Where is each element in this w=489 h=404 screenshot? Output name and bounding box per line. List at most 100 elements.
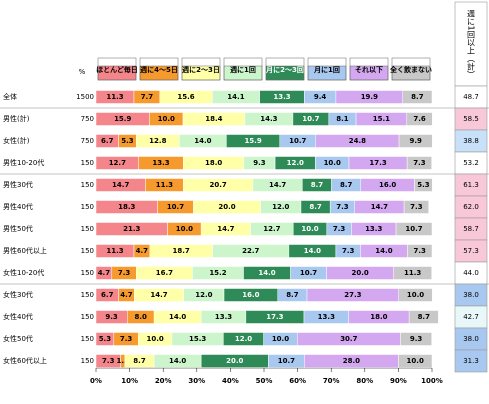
value-label: 1.3 — [117, 357, 130, 365]
bar-segment — [398, 134, 433, 148]
bar-segment — [406, 112, 433, 126]
value-label: 5.3 — [99, 335, 112, 343]
legend-box — [391, 57, 431, 81]
value-label: 18.4 — [205, 115, 222, 123]
value-label: 11.3 — [156, 181, 173, 189]
value-label: 10.7 — [289, 137, 306, 145]
value-label: 8.7 — [340, 181, 353, 189]
bar-segment — [398, 288, 433, 302]
summary-label: 31.3 — [463, 357, 479, 365]
value-label: 10.7 — [302, 115, 319, 123]
x-tick-label: 20% — [155, 377, 172, 385]
legend-box — [265, 57, 305, 81]
value-label: 30.7 — [340, 335, 357, 343]
x-tick-label: 90% — [390, 377, 407, 385]
value-label: 12.0 — [272, 203, 289, 211]
value-label: 10.0 — [301, 225, 318, 233]
n-label: 150 — [81, 225, 94, 233]
n-label: 150 — [81, 291, 94, 299]
value-label: 10.0 — [176, 225, 193, 233]
summary-label: 58.5 — [463, 115, 479, 123]
x-tick-label: 70% — [323, 377, 340, 385]
category-label: 男性10-20代 — [3, 158, 44, 167]
value-label: 14.7 — [150, 291, 167, 299]
value-label: 18.3 — [118, 203, 135, 211]
summary-label: 38.0 — [463, 335, 479, 343]
bar-segment — [400, 332, 432, 346]
value-label: 28.0 — [343, 357, 360, 365]
value-label: 7.3 — [413, 159, 426, 167]
value-label: 10.0 — [407, 291, 424, 299]
value-label: 6.7 — [101, 137, 114, 145]
bar-segment — [408, 310, 439, 324]
bar-segment — [406, 156, 432, 170]
value-label: 12.0 — [287, 159, 304, 167]
bar-segment — [414, 178, 433, 192]
category-label: 女性10-20代 — [3, 268, 44, 277]
value-label: 7.6 — [413, 115, 426, 123]
legend-label: 月に1回 — [313, 65, 340, 74]
n-label: 150 — [81, 203, 94, 211]
value-label: 16.0 — [379, 181, 396, 189]
n-label: 1500 — [76, 93, 94, 101]
summary-label: 38.0 — [463, 291, 479, 299]
value-label: 8.7 — [311, 181, 324, 189]
value-label: 13.3 — [215, 313, 232, 321]
value-label: 15.9 — [114, 115, 131, 123]
n-label: 150 — [81, 181, 94, 189]
value-label: 13.3 — [365, 225, 382, 233]
legend-label: ほとんど毎日 — [96, 65, 138, 74]
value-label: 14.0 — [169, 313, 186, 321]
bar-segment — [393, 266, 432, 280]
value-label: 12.8 — [149, 137, 166, 145]
value-label: 4.7 — [120, 291, 133, 299]
value-label: 14.7 — [217, 225, 234, 233]
n-label: 150 — [81, 313, 94, 321]
category-label: 男性50代 — [3, 224, 33, 233]
value-label: 13.3 — [152, 159, 169, 167]
value-label: 8.7 — [418, 313, 431, 321]
value-label: 5.3 — [121, 137, 134, 145]
value-label: 21.3 — [123, 225, 140, 233]
value-label: 11.3 — [106, 93, 123, 101]
value-label: 10.0 — [158, 115, 175, 123]
legend-label: 週に4～5日 — [140, 65, 178, 74]
summary-label: 48.7 — [463, 93, 479, 101]
value-label: 14.1 — [227, 93, 244, 101]
value-label: 12.0 — [235, 335, 252, 343]
x-tick-label: 30% — [188, 377, 205, 385]
legend-box — [349, 57, 389, 81]
summary-header-box — [454, 1, 488, 87]
value-label: 8.7 — [411, 93, 424, 101]
x-tick-label: 60% — [289, 377, 306, 385]
category-label: 女性60代以上 — [3, 356, 47, 365]
legend-box — [307, 57, 347, 81]
n-label: 750 — [81, 115, 94, 123]
value-label: 9.3 — [105, 313, 118, 321]
value-label: 14.0 — [304, 247, 321, 255]
bar-segment — [402, 90, 433, 104]
value-label: 10.7 — [405, 225, 422, 233]
value-label: 9.4 — [314, 93, 327, 101]
value-label: 14.3 — [260, 115, 277, 123]
value-label: 8.7 — [309, 203, 322, 211]
summary-label: 44.0 — [463, 269, 479, 277]
n-label: 150 — [81, 247, 94, 255]
value-label: 15.2 — [209, 269, 226, 277]
bar-segment — [398, 354, 433, 368]
value-label: 11.3 — [404, 269, 421, 277]
value-label: 12.7 — [263, 225, 280, 233]
summary-label: 61.3 — [463, 181, 479, 189]
category-label: 女性(計) — [3, 136, 30, 145]
category-label: 男性(計) — [3, 114, 30, 123]
value-label: 9.9 — [410, 137, 423, 145]
value-label: 15.1 — [373, 115, 390, 123]
value-label: 15.6 — [177, 93, 194, 101]
summary-label: 57.3 — [463, 247, 479, 255]
value-label: 18.0 — [370, 313, 387, 321]
value-label: 14.0 — [375, 247, 392, 255]
value-label: 14.7 — [269, 181, 286, 189]
summary-label: 62.0 — [463, 203, 479, 211]
n-label: 150 — [81, 269, 94, 277]
